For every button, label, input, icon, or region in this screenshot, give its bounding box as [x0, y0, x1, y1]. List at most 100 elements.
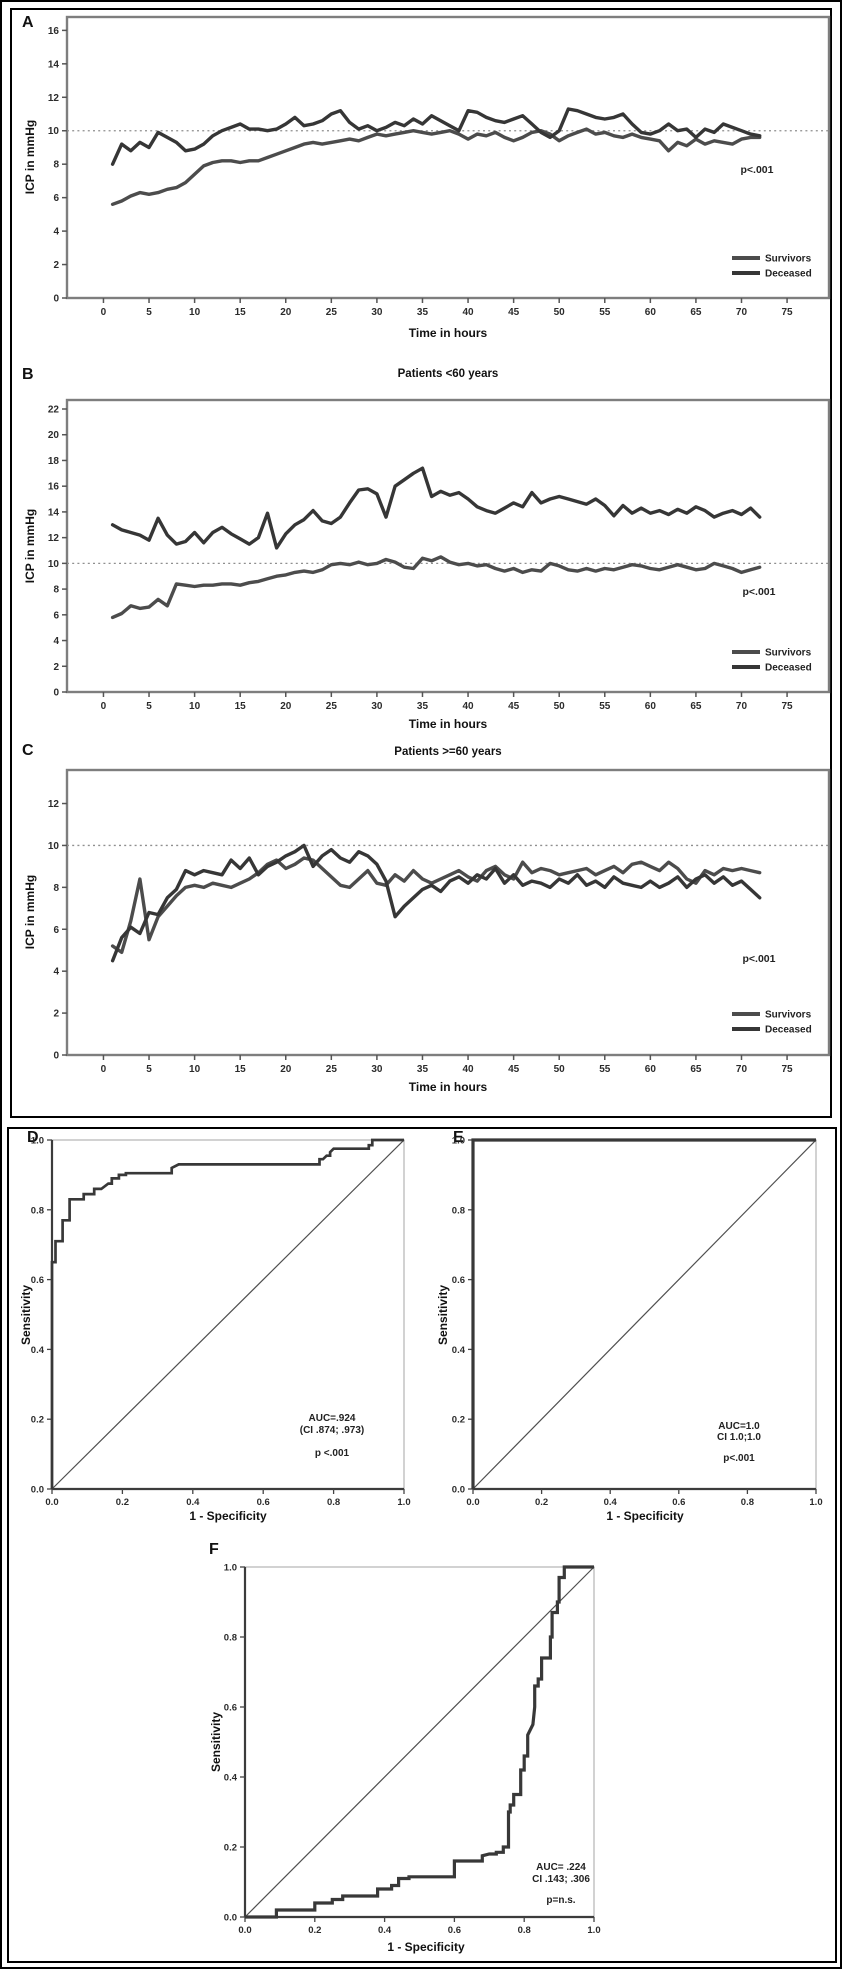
x-tick-label: 50: [554, 701, 566, 712]
diagonal-reference-line: [51, 1139, 405, 1490]
y-tick-label: 2: [53, 260, 59, 271]
x-tick-label: 0: [101, 701, 107, 712]
x-tick-label: 10: [189, 701, 201, 712]
x-tick-label: 0.6: [257, 1497, 270, 1508]
x-tick-label: 75: [782, 307, 794, 318]
ci-label: CI 1.0;1.0: [717, 1432, 761, 1443]
y-tick-label: 0.4: [452, 1345, 466, 1356]
y-tick-label: 22: [48, 405, 60, 416]
y-tick-label: 0.4: [224, 1773, 238, 1784]
x-tick-label: 45: [508, 1064, 520, 1075]
y-tick-label: 16: [48, 482, 60, 493]
p-value-label: p<.001: [743, 953, 776, 965]
roc-curve: [245, 1565, 594, 1919]
x-tick-label: 0: [101, 1064, 107, 1075]
y-tick-label: 14: [48, 507, 60, 518]
data-layer: [244, 1565, 595, 1919]
y-tick-label: 10: [48, 126, 60, 137]
x-tick-label: 40: [462, 701, 474, 712]
x-tick-label: 15: [235, 307, 247, 318]
x-tick-label: 55: [599, 701, 611, 712]
data-layer: [50, 1138, 405, 1490]
x-tick-label: 0.0: [238, 1925, 251, 1936]
legend-label-survivors: Survivors: [765, 648, 812, 659]
y-tick-label: 0.4: [31, 1345, 45, 1356]
legend-label-survivors: Survivors: [765, 1010, 812, 1021]
x-tick-label: 0.2: [116, 1497, 129, 1508]
auc-label: AUC=.924: [309, 1413, 356, 1424]
y-tick-label: 0.0: [224, 1913, 237, 1924]
data-layer: Survivors Deceased: [110, 466, 812, 674]
p-value-label: p <.001: [315, 1448, 350, 1459]
x-tick-label: 70: [736, 701, 748, 712]
x-tick-label: 30: [371, 1064, 383, 1075]
panel-d-chart: 0.0 0.2 0.4 0.6 0.8 1.0 0.0 0.2 0.4 0.6 0.8 1.0 Sen…: [19, 1136, 411, 1524]
y-tick-label: 0.6: [31, 1275, 44, 1286]
x-tick-label: 1.0: [809, 1497, 822, 1508]
y-tick-label: 18: [48, 456, 60, 467]
y-tick-label: 1.0: [31, 1136, 44, 1147]
x-tick-label: 5: [146, 307, 152, 318]
y-tick-label: 0.6: [452, 1275, 465, 1286]
y-tick-label: 8: [53, 883, 59, 894]
y-tick-label: 0: [53, 688, 59, 699]
x-axis-title: 1 - Specificity: [387, 1940, 465, 1954]
legend-label-deceased: Deceased: [765, 1025, 812, 1036]
x-tick-label: 40: [462, 1064, 474, 1075]
panel-f-chart: 0.0 0.2 0.4 0.6 0.8 1.0 0.0 0.2 0.4 0.6 0.8 1.0 Sen…: [209, 1563, 601, 1955]
y-tick-label: 16: [48, 26, 60, 37]
panel-letter-c: C: [22, 742, 34, 759]
panel-b-title: Patients <60 years: [397, 368, 499, 380]
x-tick-label: 65: [690, 701, 702, 712]
y-axis-title: Sensitivity: [436, 1285, 450, 1345]
p-value-label: p<.001: [743, 586, 776, 598]
y-axis-title: Sensitivity: [19, 1285, 33, 1345]
series-line-survivors: [110, 856, 762, 955]
x-tick-label: 70: [736, 307, 748, 318]
series-line-deceased: [110, 107, 762, 166]
x-tick-label: 75: [782, 701, 794, 712]
series-line-survivors: [110, 127, 762, 207]
panel-a-chart: 0 2 4 6 8 10 12 14 16 0 5 10 15 20 25 30 35 40 45 50 55 60 65 7…: [23, 15, 831, 340]
y-tick-label: 0.2: [31, 1415, 44, 1426]
x-tick-label: 0.8: [518, 1925, 531, 1936]
x-tick-label: 1.0: [397, 1497, 410, 1508]
x-tick-label: 10: [189, 307, 201, 318]
y-tick-label: 2: [53, 1009, 59, 1020]
x-tick-label: 0.4: [186, 1497, 200, 1508]
roc-panel-group: D 0.0 0.2 0.4 0.6 0.8 1.0 0.0 0.2 0.4 0.6 0.8 1.0 S…: [7, 1127, 837, 1963]
x-tick-label: 40: [462, 307, 474, 318]
x-tick-label: 35: [417, 701, 429, 712]
y-tick-label: 0.8: [31, 1205, 44, 1216]
y-tick-label: 10: [48, 841, 60, 852]
x-tick-label: 30: [371, 701, 383, 712]
legend-label-deceased: Deceased: [765, 663, 812, 674]
y-tick-label: 0: [53, 294, 59, 305]
panel-letter-f: F: [209, 1541, 219, 1558]
x-tick-label: 55: [599, 1064, 611, 1075]
legend-label-deceased: Deceased: [765, 269, 812, 280]
y-tick-label: 14: [48, 59, 60, 70]
x-tick-label: 1.0: [587, 1925, 600, 1936]
x-tick-label: 5: [146, 701, 152, 712]
legend-label-survivors: Survivors: [765, 254, 812, 265]
y-axis-title: ICP in mmHg: [23, 120, 37, 194]
x-tick-label: 25: [326, 1064, 338, 1075]
y-tick-label: 0.6: [224, 1703, 237, 1714]
x-axis-title: Time in hours: [409, 1080, 488, 1094]
y-tick-label: 12: [48, 533, 60, 544]
y-axis-title: ICP in mmHg: [23, 509, 37, 583]
x-tick-label: 45: [508, 701, 520, 712]
y-tick-label: 12: [48, 799, 60, 810]
x-tick-label: 25: [326, 701, 338, 712]
x-axis-title: 1 - Specificity: [189, 1509, 267, 1523]
y-tick-label: 8: [53, 585, 59, 596]
p-value-label: p<.001: [741, 164, 774, 176]
x-tick-label: 50: [554, 1064, 566, 1075]
x-tick-label: 75: [782, 1064, 794, 1075]
y-axis-title: Sensitivity: [209, 1712, 223, 1772]
x-tick-label: 15: [235, 701, 247, 712]
x-tick-label: 0.6: [672, 1497, 685, 1508]
y-tick-label: 0.2: [224, 1843, 237, 1854]
x-tick-label: 0.6: [448, 1925, 461, 1936]
